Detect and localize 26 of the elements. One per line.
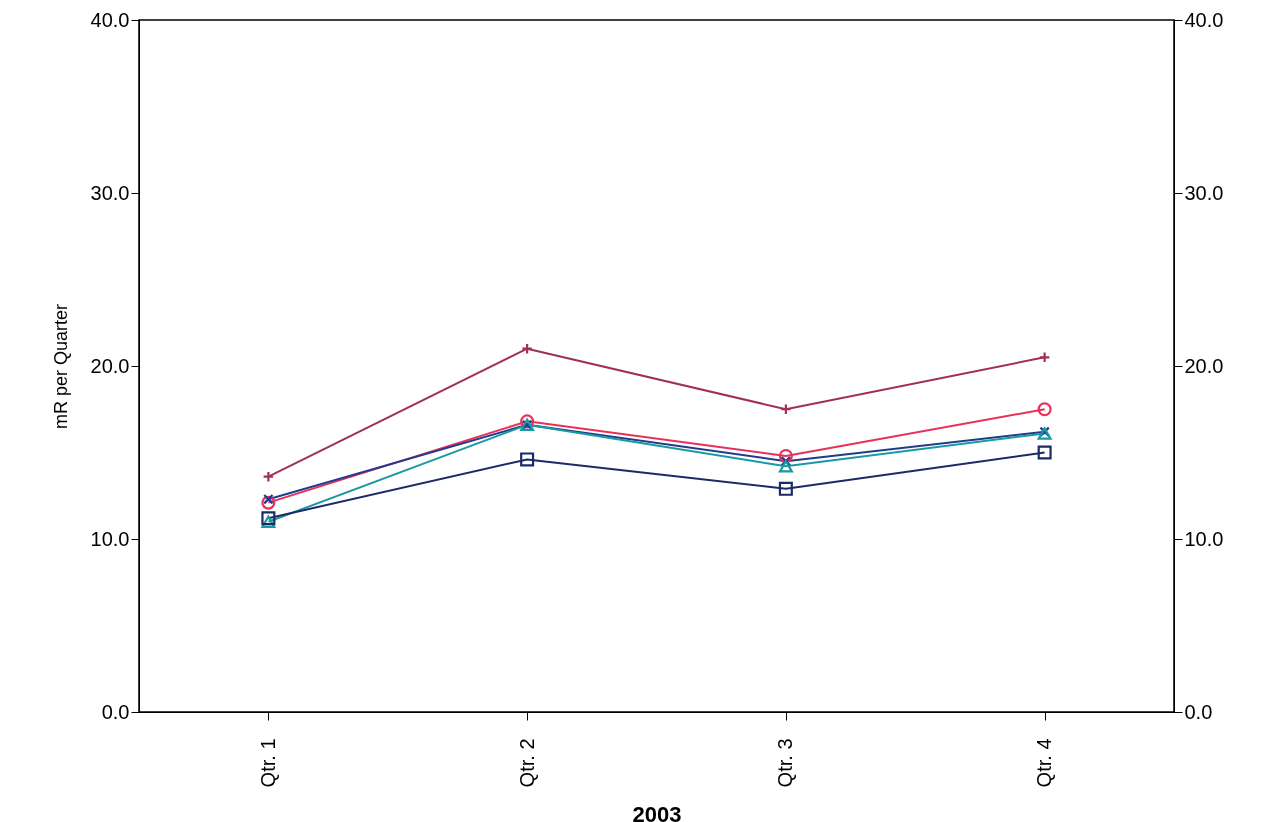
point [778, 460, 793, 473]
x-tick-label: Qtr. 4 [1033, 738, 1056, 788]
x-tick-label: Qtr. 2 [515, 738, 538, 788]
point [261, 515, 276, 528]
y-tick-label: 10.0 [90, 527, 130, 550]
point [1037, 445, 1052, 460]
x-axis-title: 2003 [632, 802, 682, 822]
point [520, 452, 535, 467]
y2-tick-label: 0.0 [1184, 700, 1213, 723]
point [778, 481, 793, 496]
y2-tick-label: 10.0 [1184, 527, 1224, 550]
y-tick-label: 20.0 [90, 354, 130, 377]
x-tick-label: Qtr. 3 [774, 738, 797, 788]
y-tick-label: 0.0 [101, 700, 130, 723]
point [780, 455, 792, 467]
y2-tick-label: 40.0 [1184, 8, 1224, 31]
point [778, 448, 793, 463]
point [263, 493, 274, 505]
y2-tick-label: 20.0 [1184, 354, 1224, 377]
point [1037, 402, 1052, 417]
point [261, 495, 276, 510]
x-tick-label: Qtr. 1 [256, 738, 279, 788]
y-tick-label: 30.0 [90, 181, 130, 204]
y2-tick-label: 30.0 [1184, 181, 1224, 204]
y-axis-title: mR per Quarter [50, 303, 71, 430]
y-tick-label: 40.0 [90, 8, 130, 31]
